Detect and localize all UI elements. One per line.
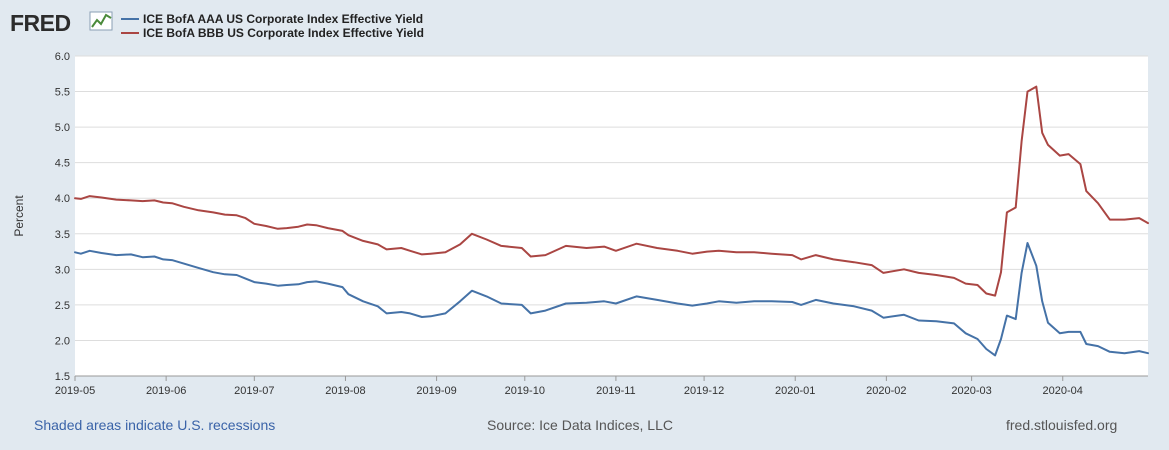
- x-tick-label: 2020-04: [1043, 385, 1083, 397]
- y-tick-label: 5.5: [55, 87, 70, 99]
- x-tick-label: 2019-07: [234, 385, 274, 397]
- series-layer: [74, 85, 1149, 357]
- legend-label-bbb: ICE BofA BBB US Corporate Index Effectiv…: [143, 26, 424, 40]
- y-tick-label: 4.5: [55, 158, 70, 170]
- x-tick-label: 2019-05: [55, 385, 95, 397]
- y-axis-label: Percent: [12, 195, 26, 237]
- y-tick-label: 3.5: [55, 229, 70, 241]
- fred-url-link[interactable]: fred.stlouisfed.org: [1006, 417, 1118, 433]
- source-note: Source: Ice Data Indices, LLC: [487, 417, 673, 433]
- x-tick-label: 2020-03: [951, 385, 991, 397]
- y-tick-label: 2.5: [55, 300, 70, 312]
- fred-chart: FRED ICE BofA AAA US Corporate Index Eff…: [10, 10, 1149, 397]
- y-tick-label: 1.5: [55, 371, 70, 383]
- y-tick-label: 6.0: [55, 51, 70, 63]
- y-tick-label: 5.0: [55, 122, 70, 134]
- plot-area: [75, 56, 1148, 376]
- chart-legend: ICE BofA AAA US Corporate Index Effectiv…: [121, 12, 424, 40]
- x-tick-label: 2019-08: [325, 385, 365, 397]
- y-axis-ticks: 1.5 2.0 2.5 3.0 3.5 4.0 4.5 5.0 5.5 6.0: [55, 51, 70, 383]
- x-tick-label: 2019-12: [684, 385, 724, 397]
- fred-logo-chart-icon: [89, 11, 113, 31]
- series-line-aaa: [74, 242, 1149, 357]
- fred-logo[interactable]: FRED: [10, 10, 113, 36]
- x-tick-marks: [74, 375, 1148, 381]
- legend-label-aaa: ICE BofA AAA US Corporate Index Effectiv…: [143, 12, 423, 26]
- x-tick-label: 2020-01: [775, 385, 815, 397]
- y-tick-label: 3.0: [55, 264, 70, 276]
- fred-logo-text: FRED: [10, 10, 71, 36]
- x-tick-label: 2019-10: [505, 385, 545, 397]
- x-tick-label: 2020-02: [866, 385, 906, 397]
- recession-note: Shaded areas indicate U.S. recessions: [34, 417, 276, 433]
- series-line-bbb: [74, 85, 1149, 297]
- x-tick-label: 2019-11: [596, 385, 636, 397]
- y-tick-label: 4.0: [55, 193, 70, 205]
- y-tick-label: 2.0: [55, 335, 70, 347]
- x-tick-label: 2019-06: [146, 385, 186, 397]
- x-axis-ticks: 2019-05 2019-06 2019-07 2019-08 2019-09 2019-…: [55, 385, 1083, 397]
- x-tick-label: 2019-09: [416, 385, 456, 397]
